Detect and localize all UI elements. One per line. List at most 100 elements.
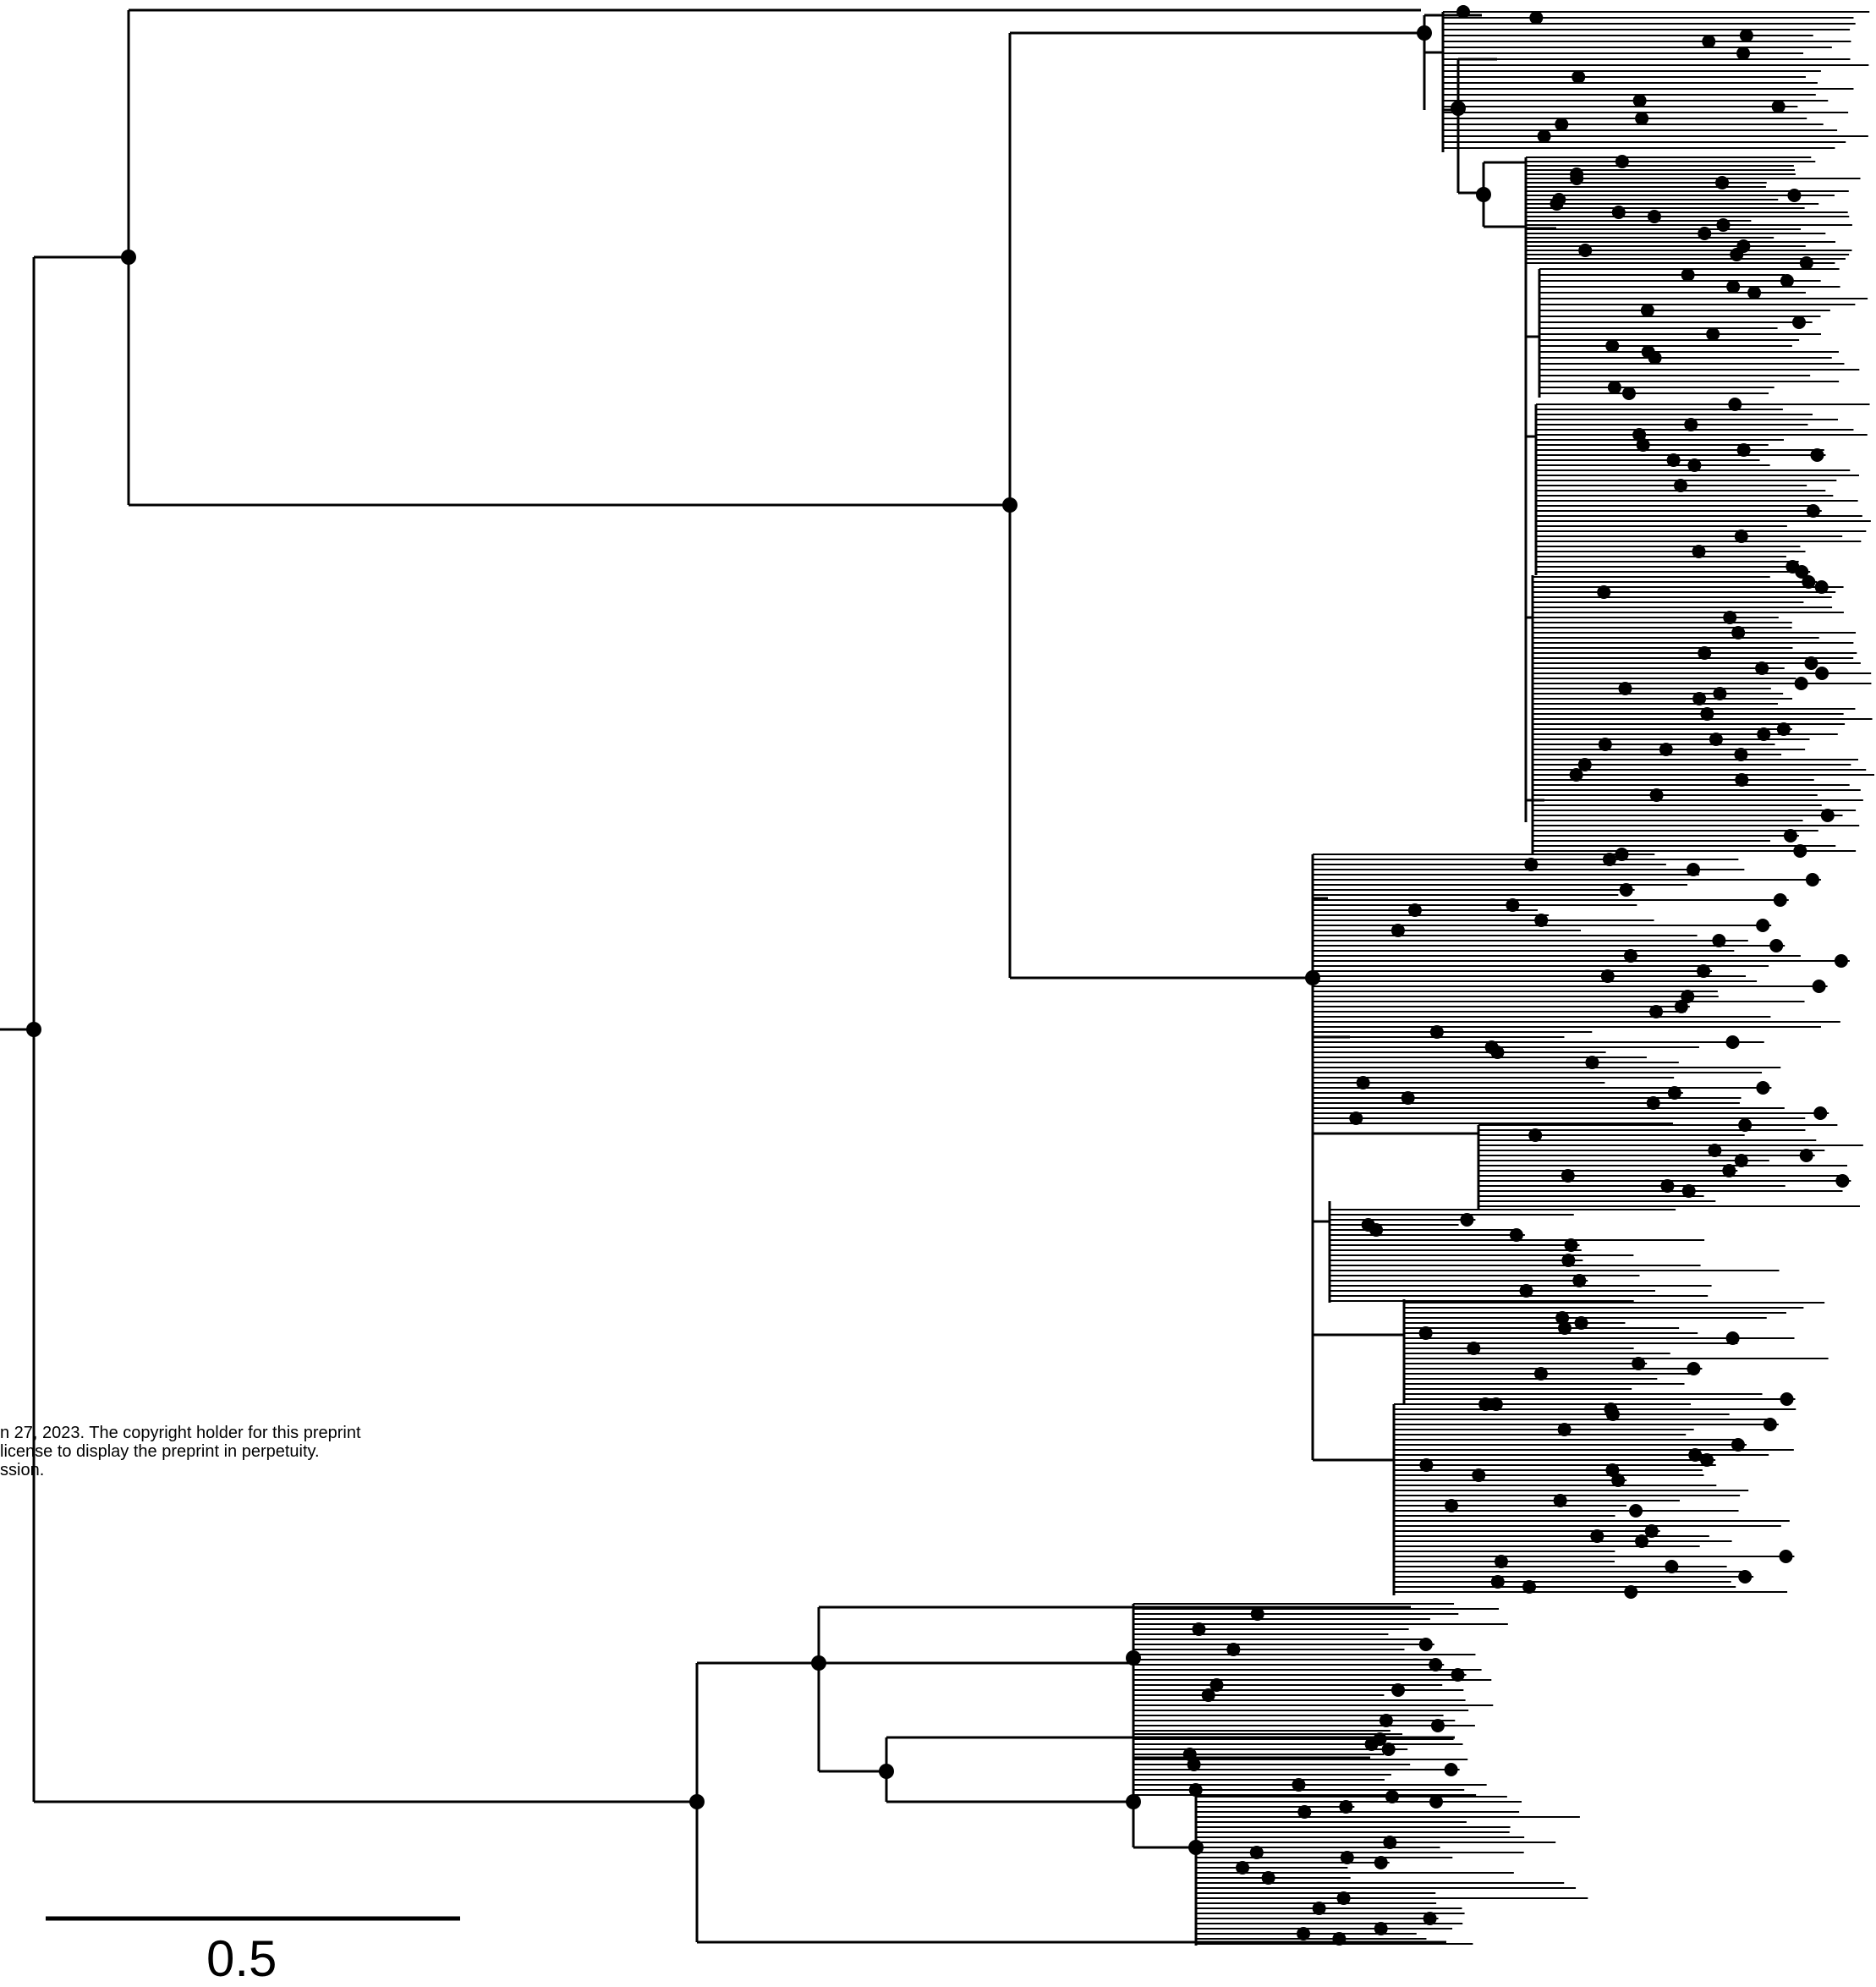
node-cladeA-sub <box>1451 101 1466 116</box>
tip-node <box>1561 1169 1575 1183</box>
tip-node <box>1600 969 1615 983</box>
major-nodes <box>26 25 1491 1855</box>
tip-node <box>1607 381 1621 394</box>
tip-node <box>1780 1392 1794 1406</box>
tip-node <box>1812 980 1826 993</box>
tip-node <box>1570 172 1584 185</box>
tip-node <box>1379 1714 1393 1727</box>
tip-node <box>1605 1463 1620 1477</box>
tip-node <box>1755 661 1769 675</box>
tip-node <box>1349 1112 1363 1125</box>
tip-node <box>1688 1448 1703 1462</box>
tip-node <box>1374 1922 1388 1935</box>
tip-node <box>1364 1737 1379 1751</box>
tip-node <box>1506 898 1520 912</box>
tip-node <box>1192 1622 1206 1636</box>
tip-node <box>1619 883 1633 897</box>
node-lower-sub3 <box>1126 1794 1141 1809</box>
tip-node <box>1698 646 1712 660</box>
tip-node <box>1665 1560 1679 1573</box>
tip-node <box>1635 112 1649 125</box>
node-lower-sub <box>811 1655 826 1671</box>
tip-node <box>1332 1932 1347 1946</box>
tip-node <box>1734 1154 1748 1167</box>
node-lower-sub2 <box>879 1764 894 1779</box>
tip-node <box>1611 1474 1626 1487</box>
tip-node <box>1780 274 1794 288</box>
tip-node <box>1757 727 1771 741</box>
tip-node <box>1629 1504 1643 1518</box>
tip-node <box>1649 788 1664 802</box>
tip-node <box>1787 189 1802 202</box>
tip-node <box>1297 1805 1312 1819</box>
tip-node <box>1569 768 1583 782</box>
tip-node <box>1686 863 1700 876</box>
tip-node <box>1460 1213 1474 1227</box>
tip-node <box>1702 35 1716 48</box>
tip-node <box>1725 1331 1740 1345</box>
tip-node <box>1794 677 1808 690</box>
tip-node <box>1374 1856 1388 1869</box>
tip-node <box>1716 218 1731 232</box>
node-cladeA-sub2 <box>1476 187 1491 202</box>
scale-bar-label: 0.5 <box>206 1930 277 1987</box>
tip-node <box>1615 155 1629 168</box>
tip-node <box>1550 197 1564 211</box>
tip-node <box>1555 118 1569 131</box>
tip-node <box>1731 626 1746 639</box>
tip-node <box>1383 1836 1397 1849</box>
tip-node <box>1577 758 1592 771</box>
tip-node <box>1736 47 1751 60</box>
tip-node <box>1802 575 1816 589</box>
tip-node <box>1528 1128 1543 1142</box>
tip-node <box>1558 1321 1572 1335</box>
tip-node <box>1681 990 1695 1003</box>
tip-node <box>1783 829 1797 843</box>
tip-node <box>1524 858 1539 871</box>
tip-node <box>1553 1494 1567 1507</box>
tip-node <box>1674 1000 1688 1013</box>
tip-node <box>1687 1362 1701 1375</box>
tip-node <box>1618 682 1632 695</box>
tip-node <box>1700 707 1714 721</box>
node-lower-sub5 <box>1126 1650 1141 1666</box>
tip-node <box>1779 1550 1793 1563</box>
tip-node <box>1692 692 1707 705</box>
tip-node <box>1391 924 1405 937</box>
preprint-notice-line-1: n 27, 2023. The copyright holder for thi… <box>0 1424 361 1442</box>
tip-node <box>1467 1342 1481 1355</box>
tip-node <box>1250 1607 1264 1621</box>
tip-node <box>1489 1397 1503 1411</box>
tip-node <box>1647 210 1661 223</box>
tip-node <box>1188 1783 1203 1797</box>
tip-node <box>1644 1524 1659 1538</box>
tip-node <box>1590 1529 1604 1543</box>
tip-node <box>1666 453 1681 467</box>
tip-node <box>1356 1076 1370 1090</box>
tip-node <box>1519 1284 1533 1298</box>
tip-node <box>1557 1423 1572 1436</box>
tip-node <box>1623 949 1637 963</box>
tip-node <box>1456 5 1471 19</box>
tip-node <box>1731 1438 1745 1452</box>
tip-node <box>1799 1149 1813 1162</box>
tip-node <box>1820 809 1835 822</box>
tip-node <box>1509 1228 1523 1242</box>
tip-node <box>1771 100 1785 113</box>
tip-node <box>1804 656 1818 670</box>
tip-node <box>1537 129 1551 143</box>
tip-node <box>1799 256 1813 270</box>
tip-node <box>1369 1223 1384 1237</box>
tip-node <box>1636 438 1650 452</box>
tip-node <box>1621 387 1636 400</box>
tip-node <box>1429 1658 1443 1671</box>
tip-node <box>1381 1743 1396 1756</box>
node-root <box>26 1022 41 1037</box>
tip-node <box>1249 1846 1264 1859</box>
tip-node <box>1312 1902 1326 1915</box>
tip-node <box>1555 1311 1570 1325</box>
tip-node <box>1605 339 1620 353</box>
node-cladeA <box>1417 25 1432 41</box>
tip-node <box>1564 1238 1578 1252</box>
tip-node <box>1391 1683 1406 1697</box>
